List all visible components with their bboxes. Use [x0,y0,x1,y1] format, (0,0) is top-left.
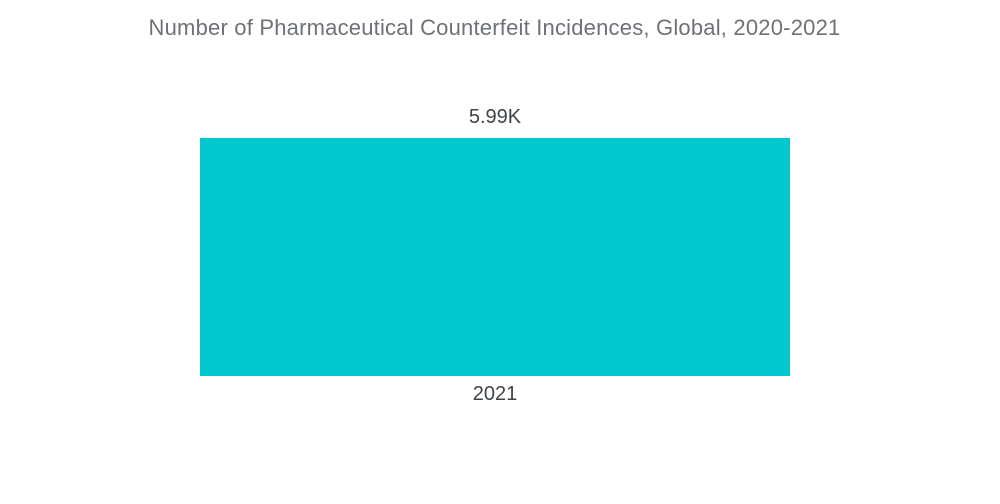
chart-title: Number of Pharmaceutical Counterfeit Inc… [148,15,841,40]
bar-2021 [200,138,790,376]
x-axis-category-label: 2021 [472,383,518,405]
bar-value-label: 5.99K [468,106,522,128]
